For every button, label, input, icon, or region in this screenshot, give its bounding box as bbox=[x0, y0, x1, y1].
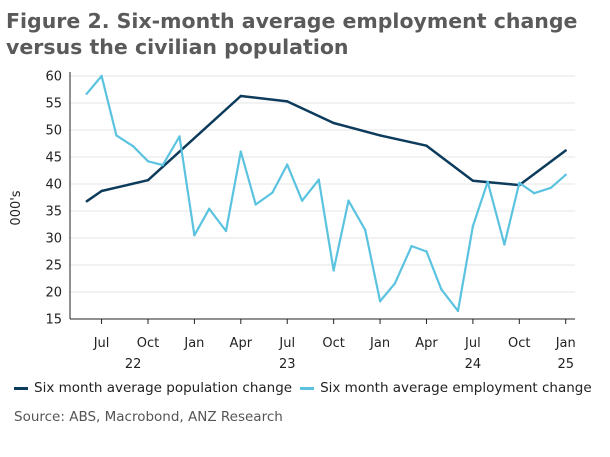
point-employment bbox=[146, 160, 150, 163]
point-population bbox=[425, 144, 428, 147]
x-year-label: 22 bbox=[125, 357, 142, 372]
y-tick-label: 30 bbox=[45, 232, 62, 247]
x-tick-label: Oct bbox=[508, 336, 530, 351]
point-employment bbox=[193, 234, 196, 237]
series-lines bbox=[85, 74, 567, 313]
point-employment bbox=[239, 150, 242, 153]
y-tick-label: 25 bbox=[45, 259, 62, 274]
point-employment bbox=[178, 135, 181, 138]
x-tick-label: Jul bbox=[278, 336, 295, 351]
gridlines bbox=[70, 75, 575, 320]
x-year-label: 24 bbox=[465, 357, 482, 372]
point-employment bbox=[161, 163, 164, 167]
y-tick-label: 40 bbox=[45, 178, 62, 193]
point-employment bbox=[518, 181, 521, 185]
point-employment bbox=[440, 288, 443, 291]
point-employment bbox=[115, 134, 118, 137]
point-employment bbox=[100, 74, 103, 78]
y-tick-label: 20 bbox=[45, 286, 62, 301]
point-employment bbox=[378, 300, 382, 303]
point-employment bbox=[486, 180, 489, 183]
legend-swatch-population bbox=[14, 386, 28, 390]
y-tick-label: 60 bbox=[45, 70, 62, 85]
y-tick-label: 15 bbox=[45, 313, 62, 328]
legend-label-population: Six month average population change bbox=[34, 380, 293, 396]
point-employment bbox=[300, 199, 304, 202]
axes bbox=[69, 72, 575, 320]
point-employment bbox=[224, 229, 228, 233]
x-tick-label: Oct bbox=[322, 336, 344, 351]
y-axis-ticks: 15 20 25 30 35 40 45 50 55 60 bbox=[45, 70, 62, 328]
point-employment bbox=[503, 243, 506, 246]
point-employment bbox=[564, 173, 567, 176]
y-tick-label: 45 bbox=[45, 151, 62, 166]
point-population bbox=[85, 200, 88, 203]
point-population bbox=[332, 121, 335, 125]
point-population bbox=[378, 134, 382, 137]
x-tick-label: Jan bbox=[183, 336, 204, 351]
legend-label-employment: Six month average employment change bbox=[320, 380, 592, 396]
series-line-population bbox=[85, 94, 567, 203]
y-tick-label: 35 bbox=[45, 205, 62, 220]
x-tick-label: Apr bbox=[415, 336, 438, 351]
point-population bbox=[100, 189, 103, 193]
x-tick-label: Jan bbox=[369, 336, 390, 351]
x-tick-label: Jan bbox=[555, 336, 576, 351]
point-employment bbox=[347, 199, 350, 202]
x-tick-label: Oct bbox=[137, 336, 159, 351]
series-line-employment bbox=[85, 74, 567, 312]
point-employment bbox=[286, 163, 289, 166]
y-tick-label: 55 bbox=[45, 97, 62, 112]
x-tick-label: Jul bbox=[464, 336, 481, 351]
point-employment bbox=[364, 228, 367, 232]
legend-item-employment: Six month average employment change bbox=[300, 380, 592, 396]
point-employment bbox=[549, 186, 553, 189]
x-axis-ticks: Jul Oct Jan Apr Jul Oct Jan Apr Jul Oct Jan 22 23 24 2… bbox=[93, 319, 576, 372]
point-employment bbox=[131, 145, 135, 148]
point-employment bbox=[456, 309, 460, 313]
point-employment bbox=[317, 178, 320, 181]
point-employment bbox=[254, 203, 257, 206]
point-population bbox=[239, 94, 242, 98]
y-tick-label: 50 bbox=[45, 124, 62, 139]
point-population bbox=[286, 100, 289, 103]
point-employment bbox=[410, 244, 413, 248]
point-population bbox=[564, 149, 567, 152]
x-year-label: 25 bbox=[557, 357, 574, 372]
point-employment bbox=[533, 192, 536, 195]
x-tick-label: Apr bbox=[230, 336, 253, 351]
point-employment bbox=[425, 250, 428, 253]
point-employment bbox=[332, 269, 335, 272]
x-year-label: 23 bbox=[279, 357, 296, 372]
point-employment bbox=[85, 92, 88, 96]
point-employment bbox=[271, 191, 274, 194]
point-population bbox=[146, 179, 150, 182]
legend: Six month average population change Six … bbox=[14, 380, 604, 396]
point-employment bbox=[208, 207, 211, 210]
x-tick-label: Jul bbox=[93, 336, 110, 351]
point-employment bbox=[471, 224, 475, 228]
point-employment bbox=[393, 282, 397, 285]
chart-title: Figure 2. Six-month average employment c… bbox=[6, 9, 578, 59]
legend-swatch-employment bbox=[300, 386, 315, 390]
legend-item-population: Six month average population change bbox=[14, 380, 292, 396]
point-population bbox=[471, 179, 475, 182]
source-note: Source: ABS, Macrobond, ANZ Research bbox=[14, 409, 283, 425]
y-axis-label: 000's bbox=[9, 190, 24, 225]
